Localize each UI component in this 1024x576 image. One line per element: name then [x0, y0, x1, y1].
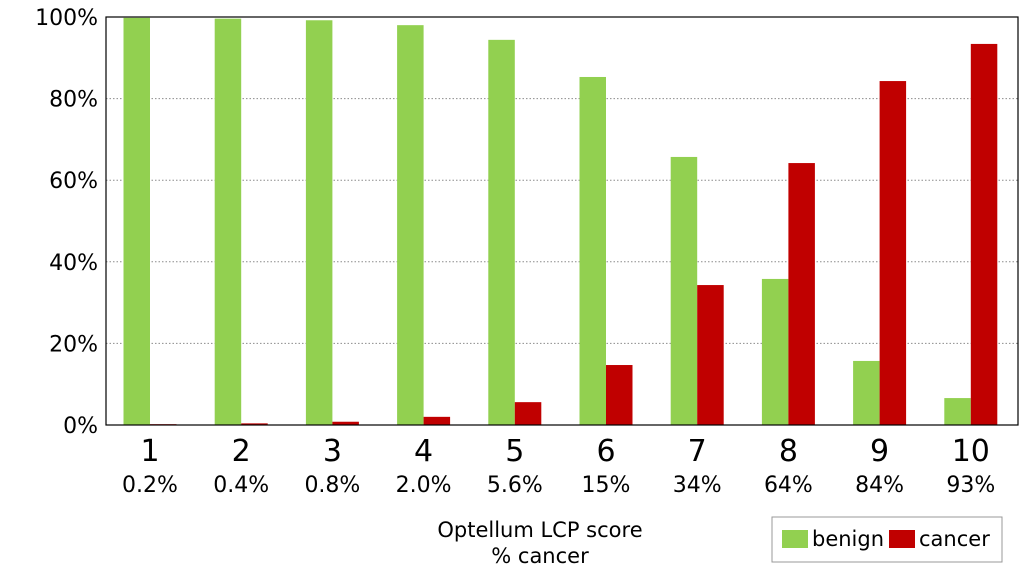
legend-label-cancer: cancer	[919, 527, 990, 551]
legend-swatch-benign	[782, 530, 808, 548]
y-tick-label-0: 0%	[63, 414, 98, 439]
bar-cancer-3	[332, 421, 359, 425]
bar-benign-5	[488, 39, 515, 426]
bar-cancer-10	[970, 43, 998, 425]
x-tick-sublabel-9: 84%	[855, 473, 904, 498]
x-axis-label-line-1: Optellum LCP score	[437, 518, 642, 542]
legend-label-benign: benign	[812, 527, 884, 551]
legend-box	[771, 516, 1003, 563]
bar-cancer-6	[606, 365, 633, 425]
y-tick-label-40: 40%	[49, 251, 98, 276]
x-tick-label-8: 8	[779, 434, 798, 469]
x-tick-sublabel-3: 0.8%	[304, 473, 360, 498]
x-tick-label-9: 9	[870, 434, 889, 469]
x-tick-label-3: 3	[323, 434, 342, 469]
bar-benign-1	[123, 17, 150, 425]
gridlines	[106, 98, 1018, 344]
bars	[123, 17, 998, 426]
bar-benign-10	[944, 398, 971, 425]
y-tick-label-100: 100%	[35, 6, 98, 31]
bar-cancer-7	[697, 285, 724, 425]
bar-cancer-5	[514, 402, 542, 425]
x-tick-label-1: 1	[140, 434, 159, 469]
bar-cancer-4	[423, 416, 451, 425]
x-tick-sublabel-6: 15%	[582, 473, 631, 498]
legend: benign cancer	[771, 516, 1003, 563]
x-tick-sublabel-10: 93%	[946, 473, 995, 498]
x-tick-sublabel-7: 34%	[673, 473, 722, 498]
x-tick-label-4: 4	[414, 434, 433, 469]
bar-cancer-2	[241, 423, 268, 425]
bar-benign-2	[214, 18, 242, 426]
y-tick-label-20: 20%	[49, 332, 98, 357]
x-tick-sublabel-2: 0.4%	[213, 473, 269, 498]
bar-benign-7	[670, 156, 698, 425]
x-axis-label-line-2: % cancer	[491, 544, 589, 568]
x-tick-sublabel-8: 64%	[764, 473, 813, 498]
y-tick-label-60: 60%	[49, 169, 98, 194]
x-tick-label-6: 6	[596, 434, 615, 469]
y-axis-tick-labels: 0% 20% 40% 60% 80% 100%	[35, 6, 98, 439]
bar-benign-8	[761, 278, 789, 425]
x-tick-sublabel-4: 2.0%	[396, 473, 452, 498]
bar-cancer-9	[879, 81, 907, 425]
x-tick-label-7: 7	[688, 434, 707, 469]
bar-benign-6	[579, 76, 606, 425]
x-tick-sublabel-5: 5.6%	[487, 473, 543, 498]
x-tick-label-2: 2	[232, 434, 251, 469]
bar-benign-9	[853, 360, 880, 425]
x-tick-label-10: 10	[952, 434, 990, 469]
legend-swatch-cancer	[889, 530, 915, 548]
bar-benign-3	[305, 20, 333, 425]
bar-benign-4	[397, 25, 424, 425]
x-tick-sublabel-1: 0.2%	[122, 473, 178, 498]
bar-cancer-8	[788, 163, 815, 425]
x-tick-label-5: 5	[505, 434, 524, 469]
x-axis-tick-labels: 1 0.2% 2 0.4% 3 0.8% 4 2.0% 5 5.6% 6 15% 7 34% 8 64% 9 84…	[122, 434, 995, 498]
plot-area-frame	[105, 16, 1019, 426]
y-tick-label-80: 80%	[49, 88, 98, 113]
